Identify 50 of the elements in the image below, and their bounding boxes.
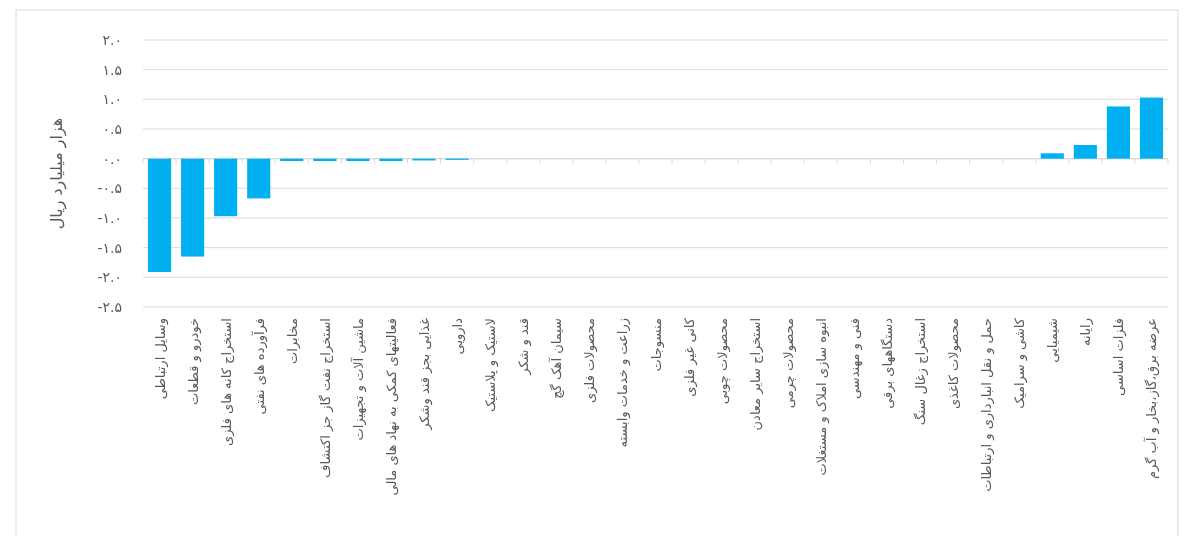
y-tick-label: -۲.۵ [97,299,122,315]
x-tick-label: خودرو و قطعات [185,318,202,405]
x-tick-label: استخراج زغال سنگ [913,318,930,426]
x-tick-label: مخابرات [284,318,301,364]
x-tick-label: فعالیتهای کمکی به نهاد های مالی [383,318,400,496]
x-tick-label: استخراج سایر معادن [747,318,764,431]
x-tick-label: غذایی بجز قند وشکر [417,317,434,431]
y-axis-title: هزار میلیارد ریال [47,117,67,230]
bar [181,158,205,257]
x-tick-label: دستگاههای برقی [879,317,896,409]
x-tick-label: انبوه سازی املاک و مستغلات [813,318,830,476]
x-tick-label: رایانه [1078,318,1095,347]
y-tick-label: ۰.۵ [102,121,122,137]
x-tick-label: محصولات چرمی [780,318,797,409]
x-tick-label: عرضه برق،گاز،بخار و آب گرم [1143,318,1161,479]
x-tick-label: محصولات کاغذی [946,318,963,410]
x-tick-label: استخراج نفت گاز جز اکتشاف [317,318,334,478]
y-tick-label: -۲.۰ [97,269,122,286]
bar [214,158,238,217]
x-tick-label: فنی و مهندسی [846,318,863,399]
x-tick-label: زراعت و خدمات وابسته [615,318,632,448]
x-tick-label: محصولات فلزی [582,318,599,403]
y-tick-label: ۲.۰ [102,32,122,48]
y-tick-label: -۱.۵ [97,239,122,256]
x-tick-label: شیمیایی [1045,318,1061,363]
x-tick-label: فلزات اساسی [1111,318,1128,396]
x-tick-label: وسایل ارتباطی [152,318,169,400]
x-tick-label: قند و شکر [516,318,533,376]
y-tick-label: ۰.۰ [102,150,122,167]
y-tick-label: ۱.۵ [102,61,122,78]
x-tick-label: کانی غیر فلزی [681,317,698,397]
y-tick-label: -۱.۰ [97,210,122,226]
bar [147,158,172,272]
bar [1106,106,1130,159]
y-tick-label: ۱.۰ [102,91,122,108]
x-tick-label: ماشین آلات و تجهیزات [349,318,367,441]
bar [1073,145,1097,159]
x-tick-label: فرآورده های نفتی [250,318,268,415]
bar [1139,97,1164,159]
x-tick-label: محصولات چوبی [714,318,731,405]
x-tick-label: لاستیک و پلاستیک [483,318,500,413]
bar [1040,153,1064,159]
x-tick-label: استخراج کانه های فلزی [218,318,235,446]
x-tick-label: کاشی و سرامیک [1012,317,1029,409]
x-tick-label: سیمان آهک گچ [548,318,566,399]
x-tick-label: دارویی [450,317,467,355]
x-tick-label: حمل و نقل انبارداری و ارتباطات [979,318,996,492]
y-tick-label: -۰.۵ [97,180,122,197]
x-tick-label: منسوجات [648,318,665,372]
bar [247,158,271,199]
